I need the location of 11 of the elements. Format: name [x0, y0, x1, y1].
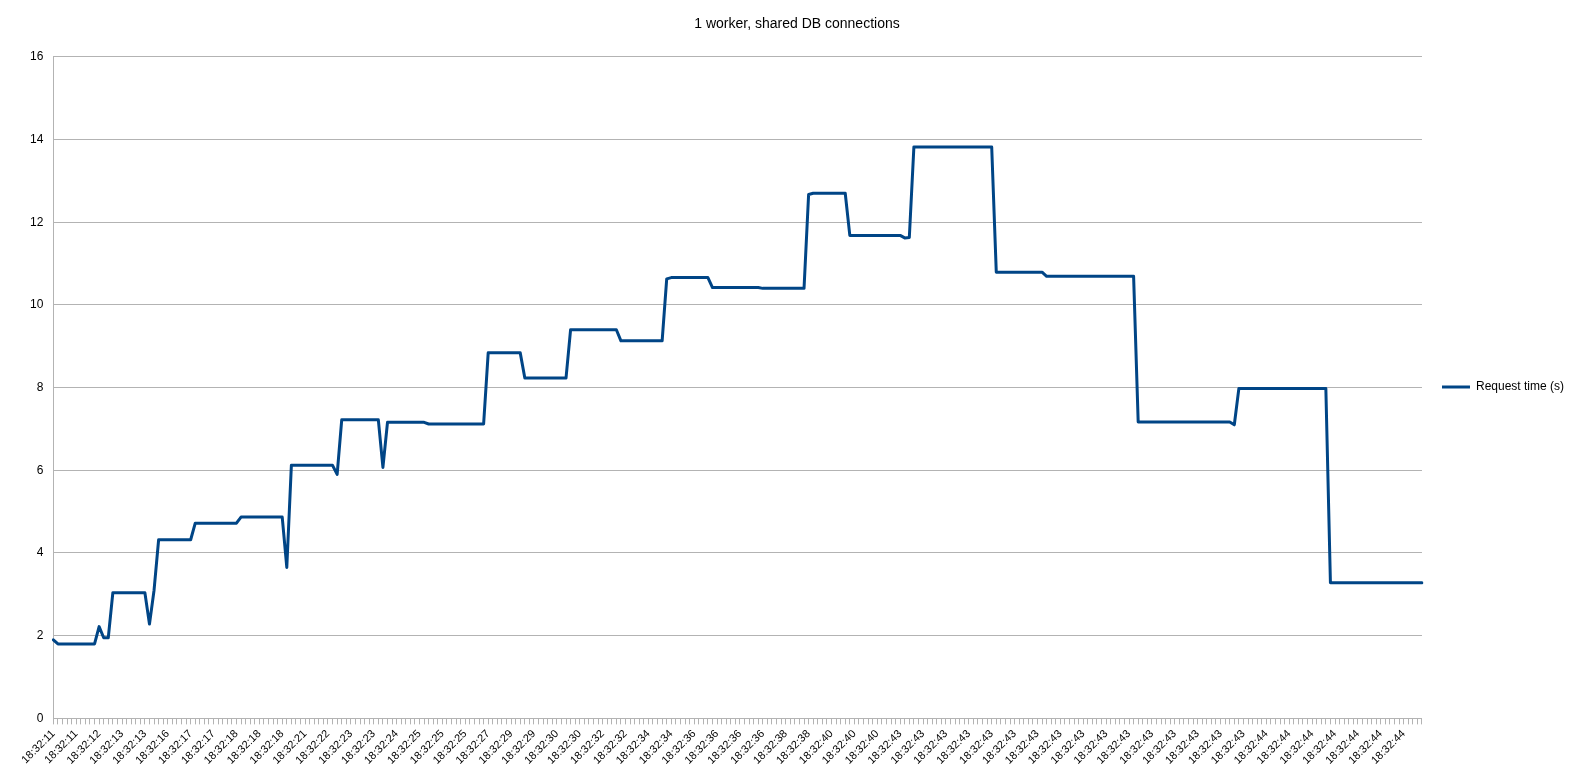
y-tick-label: 2: [36, 628, 44, 642]
y-tick-label: 10: [29, 297, 44, 312]
y-tick-label: 0: [36, 710, 44, 725]
y-tick-label: 12: [29, 214, 44, 229]
y-tick-label: 6: [36, 462, 44, 477]
y-tick-label: 8: [36, 379, 44, 394]
y-tick-label: 16: [29, 49, 44, 64]
y-tick-label: 4: [36, 545, 44, 560]
chart-title: 1 worker, shared DB connections: [694, 15, 900, 32]
legend-label: Request time (s): [1475, 379, 1565, 394]
y-tick-label: 14: [29, 131, 44, 146]
